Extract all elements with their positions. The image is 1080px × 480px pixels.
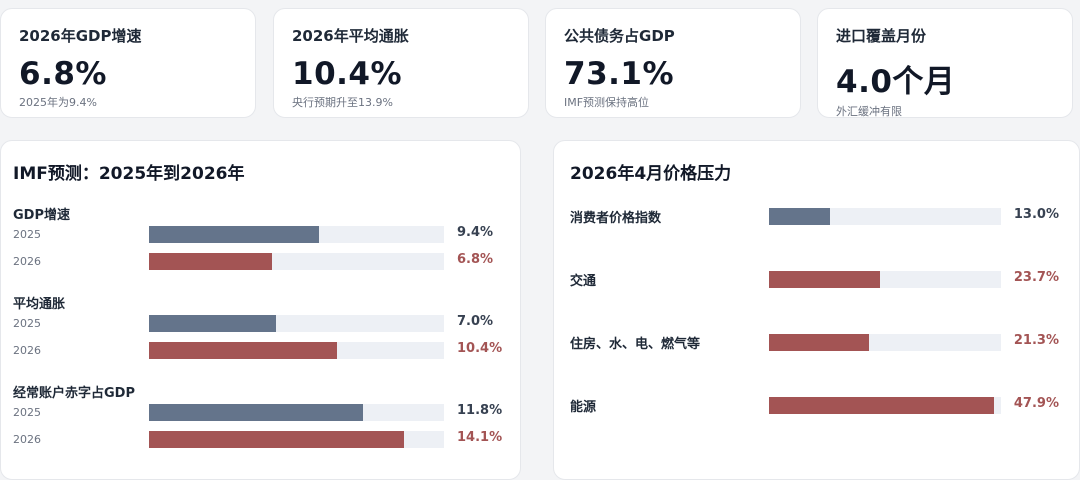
data-label: 21.3% — [1013, 333, 1059, 348]
group-title: 经常账户赤字占GDP — [13, 386, 135, 401]
data-label: 13.0% — [1013, 207, 1059, 222]
bar-track — [769, 397, 1001, 414]
kpi-card-debt: 公共债务占GDP 73.1% IMF预测保持高位 — [545, 8, 801, 118]
kpi-card-gdp: 2026年GDP增速 6.8% 2025年为9.4% — [0, 8, 256, 118]
panel-title: IMF预测：2025年到2026年 — [13, 164, 245, 184]
kpi-label: 进口覆盖月份 — [836, 27, 927, 45]
kpi-card-import-cover: 进口覆盖月份 4.0个月 外汇缓冲有限 — [817, 8, 1073, 118]
bar-2026 — [149, 253, 273, 270]
kpi-value: 4.0个月 — [836, 64, 956, 100]
kpi-label: 公共债务占GDP — [564, 27, 675, 45]
price-pressure-panel: 2026年4月价格压力 消费者价格指数 13.0% 交通 23.7% 住房、水、电、燃气… — [553, 140, 1080, 480]
kpi-note: 央行预期升至13.9% — [292, 96, 393, 109]
data-label: 11.8% — [457, 403, 503, 418]
data-label: 23.7% — [1013, 270, 1059, 285]
group-title: GDP增速 — [13, 208, 70, 223]
row-year-label: 2026 — [13, 344, 41, 357]
bar — [769, 208, 830, 225]
bar-track — [769, 334, 1001, 351]
category-label: 住房、水、电、燃气等 — [570, 337, 701, 352]
bar-2026 — [149, 431, 405, 448]
row-year-label: 2026 — [13, 433, 41, 446]
bar-track — [149, 253, 444, 270]
row-year-label: 2025 — [13, 406, 41, 419]
data-label: 7.0% — [457, 314, 494, 329]
bar — [769, 397, 994, 414]
category-label: 消费者价格指数 — [570, 211, 662, 226]
kpi-value: 73.1% — [564, 56, 675, 92]
bar — [769, 271, 881, 288]
kpi-card-inflation: 2026年平均通胀 10.4% 央行预期升至13.9% — [273, 8, 529, 118]
kpi-value: 6.8% — [19, 56, 107, 92]
bar-track — [769, 208, 1001, 225]
data-label: 6.8% — [457, 252, 494, 267]
imf-forecast-panel: IMF预测：2025年到2026年 GDP增速 2025 9.4% 2026 6.8% 平… — [0, 140, 521, 480]
bar-track — [149, 404, 444, 421]
row-year-label: 2025 — [13, 317, 41, 330]
bar-track — [149, 431, 444, 448]
kpi-label: 2026年GDP增速 — [19, 27, 142, 45]
bar-2025 — [149, 404, 363, 421]
data-label: 10.4% — [457, 341, 503, 356]
bar-track — [149, 315, 444, 332]
kpi-note: 2025年为9.4% — [19, 96, 97, 109]
bar-2025 — [149, 226, 320, 243]
kpi-note: 外汇缓冲有限 — [836, 105, 902, 118]
category-label: 能源 — [570, 400, 597, 415]
data-label: 9.4% — [457, 225, 494, 240]
bar-track — [769, 271, 1001, 288]
row-year-label: 2026 — [13, 255, 41, 268]
kpi-note: IMF预测保持高位 — [564, 96, 650, 109]
bar-track — [149, 226, 444, 243]
kpi-label: 2026年平均通胀 — [292, 27, 409, 45]
panel-title: 2026年4月价格压力 — [570, 164, 732, 184]
data-label: 47.9% — [1013, 396, 1059, 411]
category-label: 交通 — [570, 274, 597, 289]
bar-2026 — [149, 342, 338, 359]
bar-2025 — [149, 315, 276, 332]
bar-track — [149, 342, 444, 359]
bar — [769, 334, 869, 351]
group-title: 平均通胀 — [13, 297, 66, 312]
data-label: 14.1% — [457, 430, 503, 445]
kpi-value: 10.4% — [292, 56, 403, 92]
row-year-label: 2025 — [13, 228, 41, 241]
